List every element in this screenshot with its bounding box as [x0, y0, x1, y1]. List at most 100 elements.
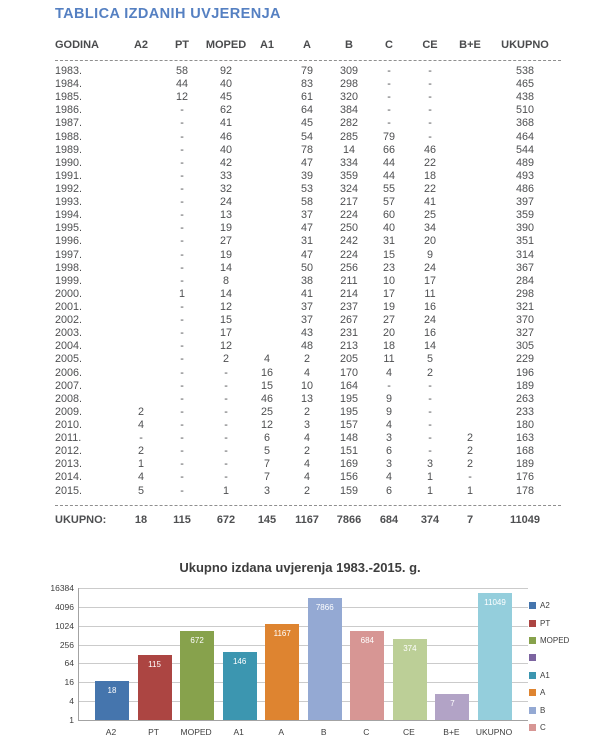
year-cell: 2008. [55, 392, 83, 405]
table-cell: 359 [339, 169, 358, 182]
table-cell: 205 [339, 353, 358, 366]
table-cell: 195 [339, 392, 358, 405]
table-row: 1999. - 8 38 211 10 17 284 [55, 275, 561, 288]
legend-swatch [529, 671, 536, 679]
table-cell [451, 117, 489, 130]
table-cell: - [428, 379, 432, 392]
table-cell [249, 340, 285, 353]
table-cell: 211 [340, 274, 358, 287]
legend-item: PT [529, 614, 550, 628]
table-cell [249, 222, 285, 235]
legend-item: MOPED [529, 632, 569, 645]
table-cell: 327 [515, 327, 534, 340]
table-cell: 4 [385, 471, 392, 484]
legend-label: PT [540, 618, 551, 628]
year-cell: 1986. [55, 104, 83, 117]
table-cell: 267 [339, 314, 358, 327]
chart-bar-b: 7866 [307, 597, 342, 720]
table-row: 2008. - - 46 13 195 9 - 263 [55, 393, 561, 406]
table-cell [451, 65, 489, 78]
table-row: 1997. - 19 47 224 15 9 314 [55, 249, 561, 262]
table-cell: 196 [515, 366, 534, 379]
table-cell: 3 [385, 458, 392, 471]
table-cell: 31 [382, 235, 395, 248]
table-cell: - [180, 327, 184, 340]
table-cell: 92 [219, 65, 232, 77]
table-cell: - [180, 340, 184, 353]
table-cell: 1 [426, 484, 433, 497]
table-cell [121, 157, 161, 170]
table-cell [249, 91, 285, 104]
table-row: 2002. - 15 37 267 27 24 370 [55, 314, 561, 327]
table-cell: 19 [219, 222, 232, 235]
year-cell: 2009. [55, 405, 83, 418]
table-cell: 9 [385, 392, 392, 405]
table-cell: 2 [222, 353, 229, 366]
table-cell: 214 [339, 287, 358, 300]
table-cell: 370 [515, 314, 534, 327]
x-tick-label: B [320, 727, 327, 737]
table-cell: 1 [466, 484, 473, 497]
table-cell [451, 222, 489, 235]
year-cell: 1996. [55, 235, 83, 248]
table-cell: 14 [219, 287, 232, 300]
total-cell: 374 [420, 514, 440, 526]
table-cell [249, 183, 285, 196]
table-cell [121, 353, 161, 366]
chart-bar-a1: 146 [222, 652, 257, 720]
table-cell: - [180, 484, 184, 497]
table-cell: 5 [137, 484, 144, 497]
table-row: 1985. 12 45 61 320 - - 438 [55, 91, 561, 104]
legend-item: A [529, 684, 545, 697]
table-cell: 489 [515, 156, 534, 169]
table-cell: 438 [515, 91, 534, 104]
table-cell: 4 [137, 418, 144, 431]
table-row: 1991. - 33 39 359 44 18 493 [55, 170, 561, 183]
table-cell: - [387, 65, 391, 77]
table-cell: - [428, 65, 432, 77]
gridline [79, 663, 528, 665]
year-cell: 1995. [55, 222, 83, 235]
table-cell: - [224, 392, 228, 405]
table-row: 1996. - 27 31 242 31 20 351 [55, 235, 561, 248]
table-row: 1983. 58 92 79 309 - - 538 [55, 65, 561, 78]
table-cell: 13 [300, 392, 313, 405]
table-cell [121, 78, 161, 91]
table-cell [121, 275, 161, 288]
table-cell: 55 [382, 182, 395, 195]
table-cell: 13 [219, 209, 232, 222]
table-cell: 78 [300, 143, 313, 156]
table-cell: 189 [515, 379, 534, 392]
table-cell: - [387, 117, 391, 130]
x-tick-label: UKUPNO [475, 727, 513, 737]
table-cell: 15 [219, 314, 232, 327]
table-cell: 4 [303, 471, 310, 484]
table-cell [121, 367, 161, 380]
table-cell: 2 [426, 366, 433, 379]
table-row: 2010. 4 - - 12 3 157 4 - 180 [55, 419, 561, 432]
table-cell: 148 [339, 432, 358, 445]
table-cell [451, 209, 489, 222]
table-cell: 14 [342, 143, 355, 156]
total-label: UKUPNO: [55, 514, 107, 526]
table-cell [121, 340, 161, 353]
total-cell: 684 [379, 514, 399, 526]
table-cell [451, 235, 489, 248]
year-cell: 2006. [55, 366, 83, 379]
table-cell: 15 [260, 379, 273, 392]
table-cell: 321 [515, 300, 534, 313]
year-cell: 2003. [55, 327, 83, 340]
year-cell: 1987. [55, 117, 83, 130]
table-cell: 45 [300, 117, 313, 130]
table-cell: - [224, 471, 228, 484]
table-cell: 44 [175, 78, 188, 91]
year-cell: 1983. [55, 65, 83, 77]
column-header-ukupno: UKUPNO [501, 39, 549, 51]
table-header-row: GODINA A2 PT MOPED A1 A B C CE B+E UKUPNO [55, 38, 561, 52]
table-cell: 58 [300, 196, 313, 209]
bar-value-label: 11049 [484, 598, 506, 608]
table-cell: - [139, 432, 143, 445]
year-cell: 2000. [55, 287, 83, 300]
table-cell: 33 [219, 169, 232, 182]
table-cell [249, 196, 285, 209]
